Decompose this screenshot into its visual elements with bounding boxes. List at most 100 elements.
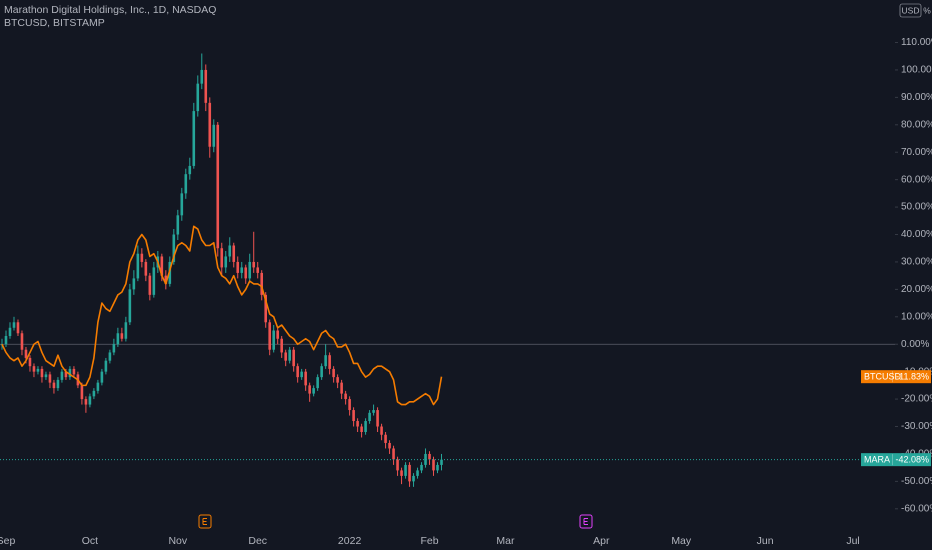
x-tick-label: 2022 [338, 535, 362, 547]
candle-body [352, 410, 355, 422]
candle-body [112, 344, 116, 353]
candle-body [260, 272, 264, 295]
candle-body [196, 83, 200, 112]
candle-body [104, 360, 108, 372]
chart-title[interactable]: Marathon Digital Holdings, Inc., 1D, NAS… [4, 4, 216, 16]
candle-body [356, 421, 359, 427]
x-tick-label: Jul [846, 535, 859, 547]
candle-body [188, 165, 192, 175]
candle-body [96, 382, 100, 391]
currency[interactable]: USD [902, 5, 920, 15]
candle-body [84, 399, 88, 405]
candle-body [80, 385, 84, 400]
candle-body [264, 294, 268, 323]
y-tick-label: 100.00% [901, 65, 932, 76]
candle-body [48, 374, 52, 383]
candle-body [320, 366, 323, 378]
earnings-glyph [202, 518, 207, 525]
candle-body [392, 448, 395, 460]
candle-body [304, 371, 307, 386]
y-tick-label: -20.00% [901, 394, 932, 405]
candle-body [140, 253, 144, 262]
candle-body [224, 256, 228, 268]
y-tick-label: 90.00% [901, 92, 932, 103]
candle-body [404, 464, 407, 476]
price-tag [861, 453, 931, 467]
candle-body [312, 388, 315, 394]
earnings-icon[interactable] [198, 514, 212, 529]
candle-body [8, 327, 12, 336]
candle-body [316, 377, 319, 389]
candle-body [232, 245, 236, 262]
y-tick-label: -50.00% [901, 476, 932, 487]
candle-body [68, 368, 72, 378]
tag-name: MARA [864, 455, 890, 465]
candle-body [252, 261, 256, 268]
tag-value: -42.08% [895, 455, 929, 465]
candle-body [256, 267, 260, 273]
candle-body [284, 352, 287, 361]
candle-body [28, 357, 32, 367]
candle-body [280, 338, 283, 353]
candle-body [64, 371, 68, 378]
candle-body [368, 412, 371, 422]
candle-body [292, 349, 295, 367]
y-tick-label: -30.00% [901, 421, 932, 432]
candle-body [380, 426, 383, 435]
candle-body [52, 382, 56, 389]
candle-body [376, 410, 379, 427]
tag-value: -11.83% [896, 372, 929, 382]
candle-body [308, 385, 311, 394]
candle-body [348, 399, 351, 411]
candle-body [236, 261, 240, 273]
candle-body [400, 470, 403, 476]
y-tick-label: 0.00% [901, 339, 929, 350]
candle-body [180, 193, 184, 216]
candle-body [408, 464, 411, 482]
candle-body [296, 366, 299, 378]
candle-body [116, 333, 120, 345]
candle-body [4, 336, 8, 345]
candle-body [388, 442, 391, 449]
candle-body [132, 278, 136, 290]
candle-body [328, 355, 331, 369]
candle-body [164, 275, 168, 284]
candle-body [72, 368, 76, 375]
candle-body [12, 322, 16, 328]
candle-body [100, 371, 104, 383]
y-tick-label: 70.00% [901, 147, 932, 158]
candle-body [212, 124, 216, 147]
x-tick-label: Sep [0, 535, 15, 547]
candle-body [176, 215, 180, 235]
candle-body [340, 382, 343, 394]
price-tag [861, 370, 931, 384]
candle-body [276, 330, 279, 339]
candle-body [344, 393, 347, 400]
candle-body [272, 330, 275, 350]
price-tag-divider [892, 371, 893, 383]
candle-body [136, 253, 140, 279]
tag-name: BTCUSD [864, 372, 902, 382]
candle-body [184, 174, 188, 194]
x-tick-label: Apr [593, 535, 610, 547]
x-tick-label: Nov [168, 535, 187, 547]
candle-body [152, 267, 156, 295]
scale-unit[interactable]: % [923, 5, 931, 15]
candle-body [248, 261, 252, 279]
currency-box[interactable] [899, 3, 922, 18]
y-tick-label: 30.00% [901, 257, 932, 268]
candle-body [440, 459, 443, 465]
x-tick-label: Dec [248, 535, 267, 547]
y-tick-label: 50.00% [901, 202, 932, 213]
x-tick-label: Jun [757, 535, 774, 547]
event-icon[interactable] [579, 514, 593, 529]
candle-body [40, 368, 44, 378]
candle-body [192, 111, 196, 166]
candle-body [128, 289, 132, 323]
candle-body [160, 256, 164, 276]
candle-body [88, 396, 92, 405]
candle-body [124, 322, 128, 339]
compare-legend[interactable]: BTCUSD, BITSTAMP [4, 17, 105, 29]
y-tick-label: 40.00% [901, 229, 932, 240]
